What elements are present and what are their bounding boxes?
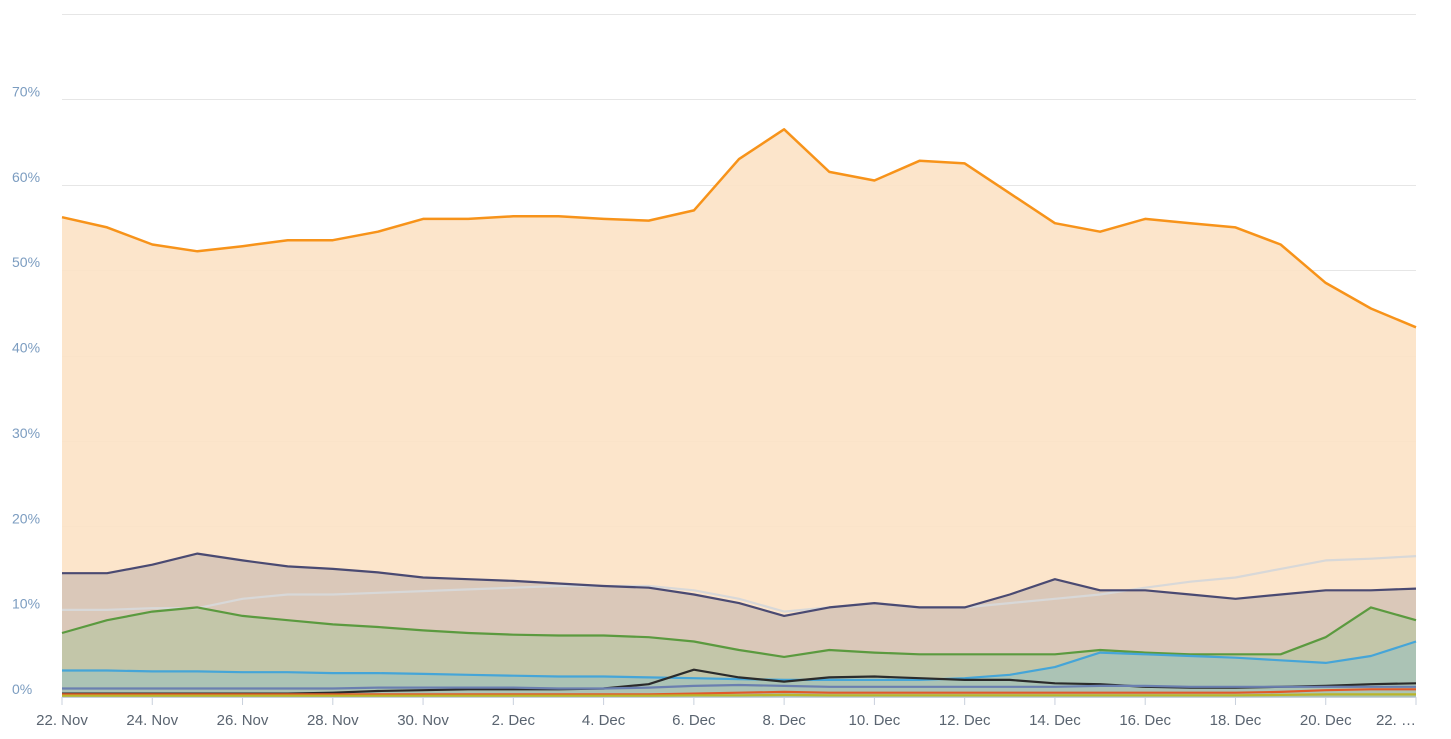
series-line-6 — [62, 683, 1416, 690]
y-tick-label: 70% — [12, 83, 40, 99]
series-line-4 — [62, 640, 1417, 681]
series-line-0 — [61, 128, 1417, 329]
x-tick-label: 24. Nov — [126, 712, 178, 729]
y-tick-label: 60% — [12, 169, 40, 185]
x-tick-label: 14. Dec — [1029, 712, 1081, 729]
series-line-1 — [62, 555, 1417, 613]
series-lines — [61, 128, 1417, 697]
x-tick-label: 6. Dec — [672, 712, 716, 729]
x-tick-label: 22. … — [1376, 712, 1416, 729]
series-line-3 — [61, 606, 1417, 658]
series-line-7 — [62, 688, 1416, 696]
x-tick-label: 4. Dec — [582, 712, 626, 729]
x-axis-labels: 22. Nov 24. Nov 26. Nov 28. Nov 30. Nov 2. De… — [36, 712, 1416, 729]
y-tick-label: 20% — [12, 510, 40, 526]
x-tick-label: 18. Dec — [1210, 712, 1262, 729]
y-tick-label: 30% — [12, 425, 40, 441]
x-axis — [61, 697, 1417, 705]
x-tick-label: 12. Dec — [939, 712, 991, 729]
x-tick-label: 30. Nov — [397, 712, 449, 729]
y-tick-label: 10% — [12, 596, 40, 612]
x-tick-label: 8. Dec — [762, 712, 806, 729]
y-tick-label: 50% — [12, 254, 40, 270]
series-areas — [62, 129, 1416, 698]
x-tick-label: 22. Nov — [36, 712, 88, 729]
x-tick-label: 16. Dec — [1119, 712, 1171, 729]
x-tick-label: 20. Dec — [1300, 712, 1352, 729]
x-tick-label: 26. Nov — [217, 712, 269, 729]
x-tick-label: 2. Dec — [492, 712, 536, 729]
x-tick-label: 28. Nov — [307, 712, 359, 729]
y-tick-label: 0% — [12, 681, 32, 697]
x-tick-label: 10. Dec — [849, 712, 901, 729]
y-tick-label: 40% — [12, 340, 40, 356]
series-area-0 — [62, 129, 1416, 698]
series-line-8 — [62, 693, 1416, 697]
series-line-2 — [62, 552, 1417, 617]
y-axis-labels: 0% 10% 20% 30% 40% 50% 60% 70% — [12, 83, 40, 697]
